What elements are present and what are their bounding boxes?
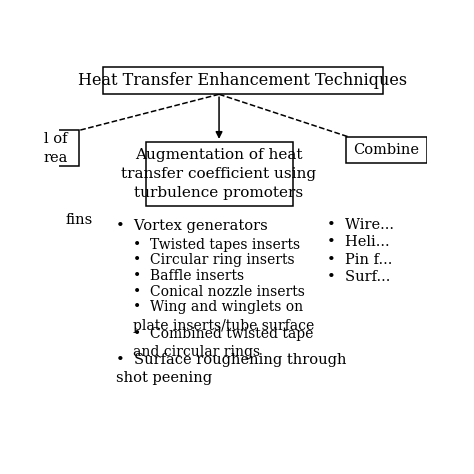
Text: fins: fins (66, 213, 93, 228)
Text: •  Pin f...: • Pin f... (328, 253, 393, 267)
FancyBboxPatch shape (103, 67, 383, 94)
Text: Combine: Combine (353, 143, 419, 157)
Text: •  Wing and winglets on
plate inserts/tube surface: • Wing and winglets on plate inserts/tub… (133, 301, 314, 333)
Text: l of
rea: l of rea (44, 132, 68, 164)
Text: •  Heli...: • Heli... (328, 235, 390, 249)
Text: Heat Transfer Enhancement Techniques: Heat Transfer Enhancement Techniques (78, 72, 408, 89)
Text: •  Baffle inserts: • Baffle inserts (133, 269, 244, 283)
Text: •  Wire...: • Wire... (328, 218, 394, 232)
Text: •  Surf...: • Surf... (328, 270, 391, 284)
FancyBboxPatch shape (346, 137, 427, 163)
Text: •  Conical nozzle inserts: • Conical nozzle inserts (133, 284, 305, 299)
FancyBboxPatch shape (146, 142, 292, 206)
Text: •  Twisted tapes inserts: • Twisted tapes inserts (133, 237, 300, 252)
Text: •  Surface roughening through
shot peening: • Surface roughening through shot peenin… (116, 353, 346, 385)
Text: •  Circular ring inserts: • Circular ring inserts (133, 253, 294, 267)
Text: •  Vortex generators: • Vortex generators (116, 219, 268, 233)
FancyBboxPatch shape (32, 130, 80, 166)
Text: •  Combined twisted tape
and circular rings: • Combined twisted tape and circular rin… (133, 327, 313, 359)
Text: Augmentation of heat
transfer coefficient using
turbulence promoters: Augmentation of heat transfer coefficien… (121, 148, 317, 200)
